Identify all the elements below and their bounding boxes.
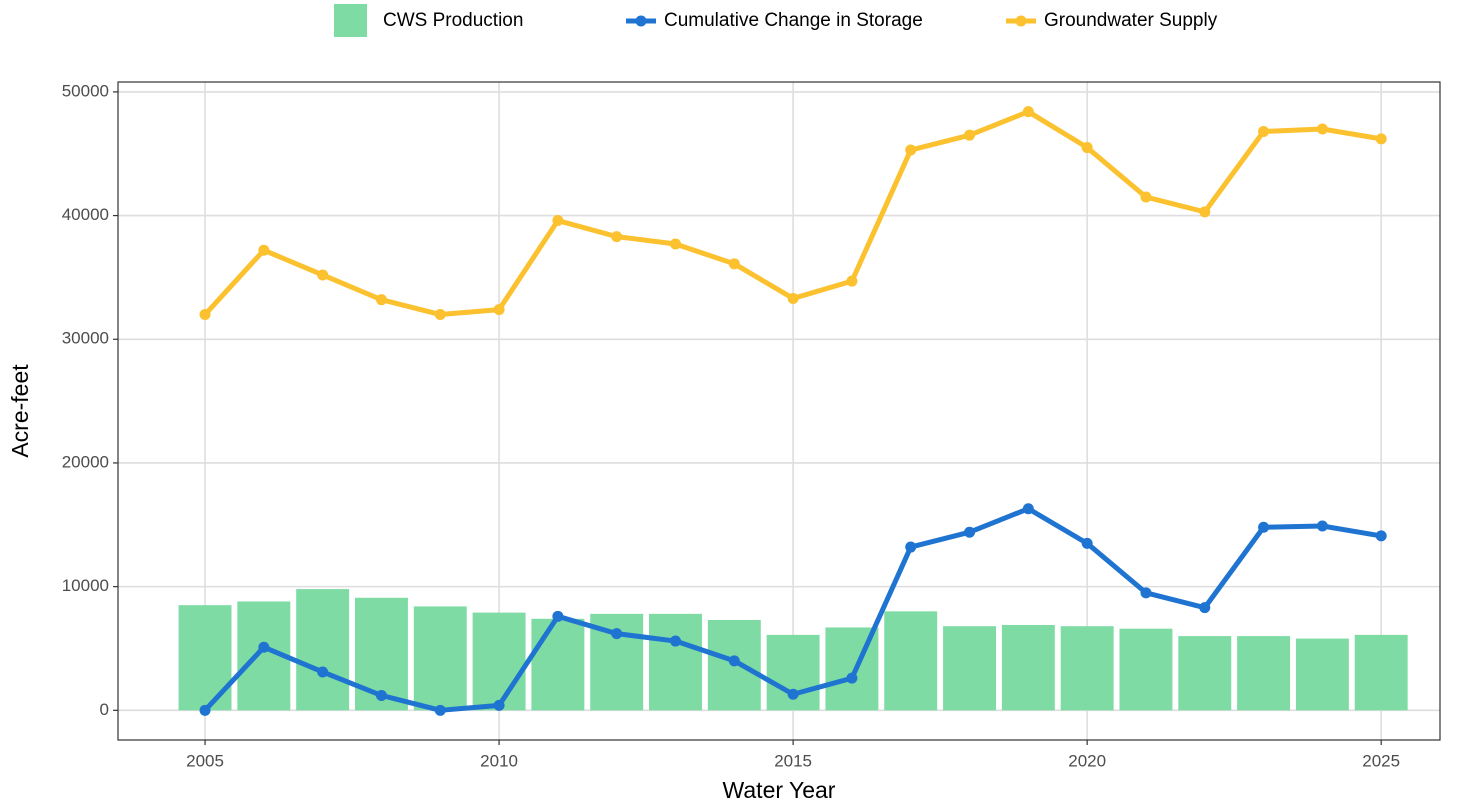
point	[1140, 191, 1152, 203]
point	[1140, 587, 1152, 599]
x-tick-label: 2015	[774, 751, 812, 770]
point	[611, 231, 623, 243]
y-tick-label: 0	[100, 700, 109, 719]
point	[611, 628, 623, 640]
point	[375, 294, 387, 306]
point	[258, 641, 270, 653]
point	[317, 666, 329, 678]
point	[434, 704, 446, 716]
y-tick-label: 10000	[62, 576, 109, 595]
bar	[531, 618, 585, 711]
point	[1081, 142, 1093, 154]
point	[1022, 503, 1034, 515]
bar	[472, 612, 526, 711]
point	[669, 635, 681, 647]
x-tick-label: 2010	[480, 751, 518, 770]
y-tick-label: 40000	[62, 205, 109, 224]
y-tick-label: 20000	[62, 452, 109, 471]
point	[964, 526, 976, 538]
y-tick-label: 50000	[62, 81, 109, 100]
bar	[178, 605, 232, 711]
legend-key	[334, 4, 367, 37]
point	[552, 610, 564, 622]
point	[787, 688, 799, 700]
legend-label: CWS Production	[383, 10, 523, 31]
bar	[1001, 624, 1055, 711]
bar	[1060, 626, 1114, 711]
bar	[884, 611, 938, 711]
point	[199, 309, 211, 321]
x-axis-title: Water Year	[723, 777, 836, 803]
legend-key	[1015, 15, 1027, 27]
legend-label: Groundwater Supply	[1044, 10, 1218, 31]
point	[846, 275, 858, 287]
point	[1316, 520, 1328, 532]
panel-border	[117, 81, 1441, 741]
bar	[1354, 634, 1408, 711]
point	[375, 689, 387, 701]
point	[258, 244, 270, 256]
point	[199, 704, 211, 716]
point	[669, 238, 681, 250]
point	[964, 129, 976, 141]
y-tick-label: 30000	[62, 329, 109, 348]
bar	[1237, 636, 1291, 711]
y-axis-title: Acre-feet	[7, 364, 33, 458]
legend-key	[635, 15, 647, 27]
x-tick-label: 2005	[186, 751, 224, 770]
point	[846, 672, 858, 684]
point	[1022, 106, 1034, 118]
bar	[943, 626, 997, 711]
point	[905, 144, 917, 156]
point	[728, 258, 740, 270]
bar	[1119, 628, 1173, 711]
point	[1258, 521, 1270, 533]
x-tick-label: 2020	[1068, 751, 1106, 770]
point	[728, 655, 740, 667]
legend-label: Cumulative Change in Storage	[664, 10, 923, 31]
bar	[1178, 636, 1232, 711]
point	[1081, 537, 1093, 549]
point	[1375, 530, 1387, 542]
point	[1199, 602, 1211, 614]
point	[1258, 125, 1270, 137]
point	[1316, 123, 1328, 135]
x-tick-label: 2025	[1362, 751, 1400, 770]
bar	[413, 606, 467, 711]
point	[1375, 133, 1387, 145]
bar	[649, 613, 702, 711]
point	[552, 215, 564, 227]
point	[905, 541, 917, 553]
point	[434, 309, 446, 321]
point	[787, 292, 799, 304]
point	[493, 699, 505, 711]
bar	[1295, 638, 1349, 711]
point	[1199, 206, 1211, 218]
bar	[296, 589, 350, 711]
point	[317, 269, 329, 281]
point	[493, 304, 505, 316]
